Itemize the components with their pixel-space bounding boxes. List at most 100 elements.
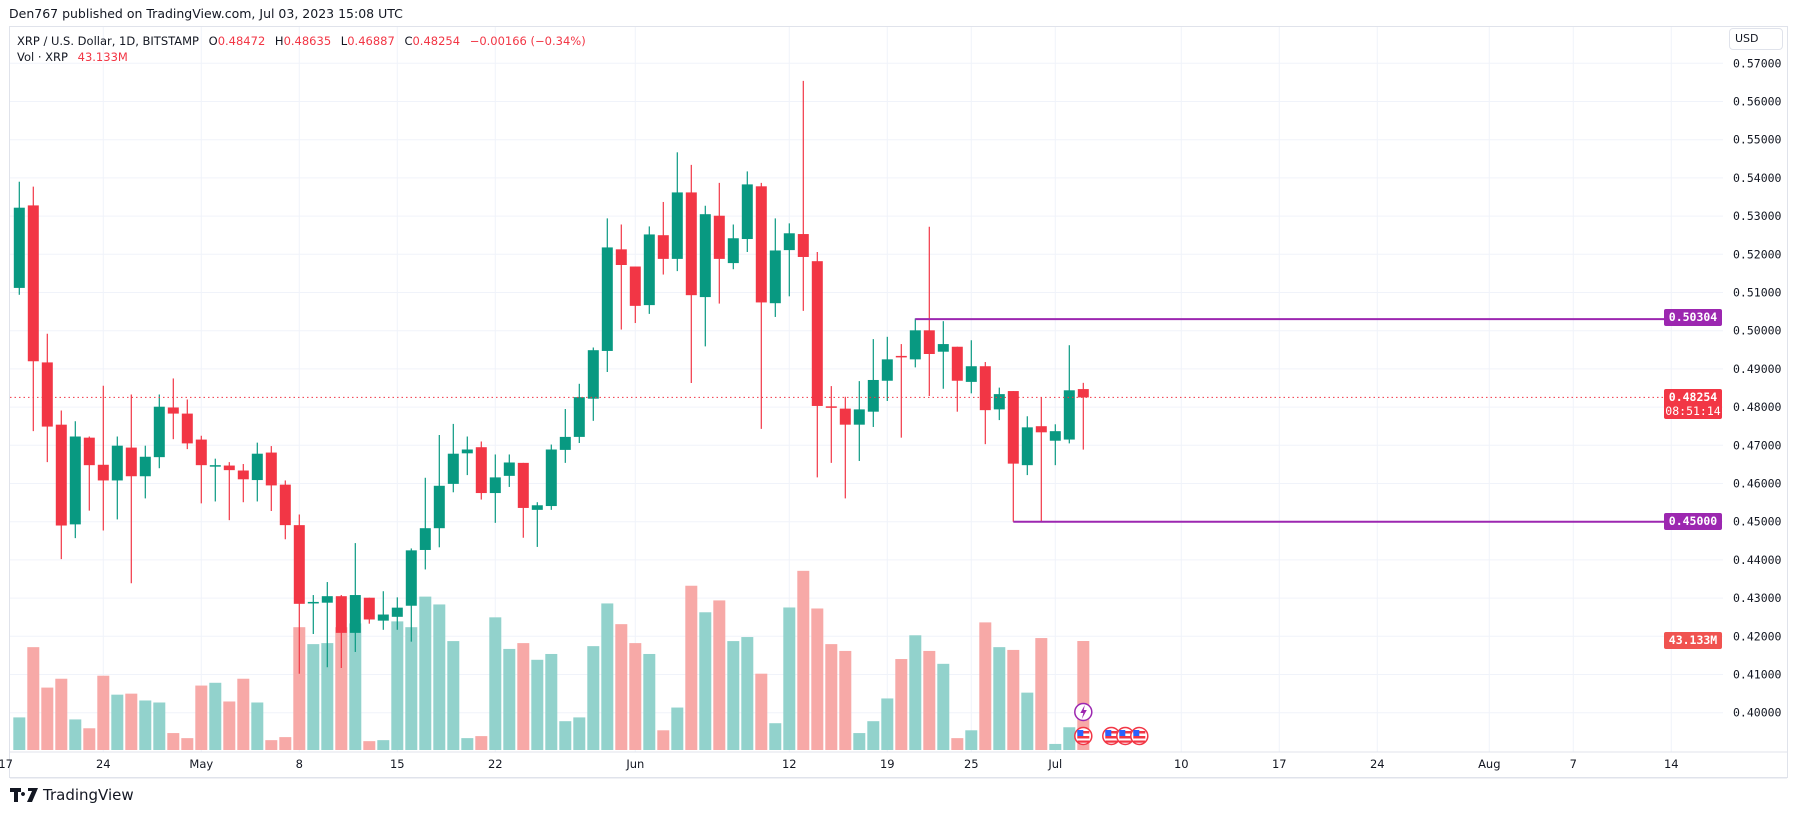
event-markers: [1074, 702, 1149, 746]
volume-bar: [139, 700, 152, 750]
candle-body: [755, 186, 767, 303]
candle-body: [181, 413, 193, 444]
candle-body: [839, 408, 851, 425]
candle-body: [265, 452, 277, 486]
volume-bar: [615, 624, 628, 750]
flag-canton: [1105, 730, 1112, 736]
candle-body: [55, 424, 67, 526]
volume-bar: [1049, 743, 1062, 750]
candle-body: [727, 238, 739, 264]
time-tick-label: 10: [1174, 757, 1189, 771]
volume-bar: [167, 733, 180, 750]
volume-bar: [475, 736, 488, 750]
candle-body: [699, 214, 711, 298]
volume-bar: [69, 719, 82, 750]
price-tick-label: 0.40000: [1733, 706, 1782, 720]
volume-bar: [153, 702, 166, 750]
candle-body: [783, 233, 795, 251]
price-tick-label: 0.43000: [1733, 591, 1782, 605]
candle-body: [447, 453, 459, 484]
publish-info: Den767 published on TradingView.com, Jul…: [9, 6, 403, 21]
candle-body: [615, 249, 627, 265]
volume-bar: [1007, 649, 1020, 750]
flag-stripe: [1105, 736, 1118, 739]
chart-legend: XRP / U.S. Dollar, 1D, BITSTAMP O0.48472…: [17, 33, 586, 65]
candle-body: [125, 447, 137, 477]
flag-stripe: [1105, 740, 1118, 743]
candle-body: [363, 597, 375, 620]
volume-bar: [377, 740, 390, 750]
time-tick-label: 12: [782, 757, 797, 771]
volume-bar: [825, 644, 838, 750]
candle-body: [167, 407, 179, 414]
volume-bar: [363, 741, 376, 750]
volume-bar: [1077, 641, 1090, 750]
flag-canton: [1119, 730, 1126, 736]
candle-body: [307, 601, 319, 604]
currency-button[interactable]: USD: [1729, 28, 1783, 50]
volume-bar: [517, 643, 530, 750]
candle-body: [643, 234, 655, 306]
support-price-badge: 0.45000: [1664, 513, 1722, 530]
price-tick-label: 0.55000: [1733, 133, 1782, 147]
volume-bars: [13, 570, 1090, 750]
candle-body: [335, 596, 347, 633]
volume-bar: [559, 721, 572, 750]
candle-body: [293, 525, 305, 604]
candle-body: [825, 406, 837, 408]
candle-body: [1077, 389, 1089, 398]
candle-body: [671, 192, 683, 259]
candle-body: [321, 596, 333, 603]
candle-body: [545, 449, 557, 507]
price-tick-label: 0.46000: [1733, 477, 1782, 491]
volume-bar: [545, 653, 558, 750]
candle-body: [461, 449, 473, 454]
high-label: H: [274, 34, 284, 48]
candle-body: [237, 470, 249, 480]
tradingview-logo[interactable]: TradingView: [10, 786, 134, 804]
close-label: C: [404, 34, 413, 48]
tradingview-logo-icon: [10, 788, 38, 802]
volume-bar: [209, 682, 222, 750]
volume-bar: [965, 730, 978, 750]
volume-bar: [797, 570, 810, 750]
candle-body: [559, 436, 571, 450]
flag-stripe: [1133, 740, 1146, 743]
volume-bar: [951, 738, 964, 750]
volume-bar: [307, 644, 320, 750]
time-tick-label: Jul: [1047, 757, 1062, 771]
volume-bar: [657, 730, 670, 750]
candle-body: [811, 261, 823, 406]
resistance-price-badge: 0.50304: [1664, 309, 1722, 326]
flag-stripe: [1077, 736, 1090, 739]
candle-body: [979, 366, 991, 411]
volume-bar: [937, 663, 950, 750]
volume-bar: [265, 740, 278, 750]
volume-legend-label[interactable]: Vol · XRP: [17, 50, 68, 64]
candles: [13, 80, 1089, 674]
volume-bar: [503, 648, 516, 750]
candle-body: [1021, 427, 1033, 466]
candle-body: [279, 484, 291, 526]
candle-body: [713, 215, 725, 259]
symbol-title[interactable]: XRP / U.S. Dollar, 1D, BITSTAMP: [17, 34, 199, 48]
candle-body: [377, 614, 389, 621]
time-tick-label: Jun: [625, 757, 644, 771]
volume-bar: [923, 650, 936, 750]
volume-bar: [83, 728, 96, 750]
volume-bar: [349, 623, 362, 750]
volume-bar: [293, 627, 306, 750]
volume-bar: [727, 641, 740, 750]
us-flag-icon: [1074, 726, 1093, 746]
candle-body: [69, 436, 81, 525]
time-tick-label: 15: [390, 757, 405, 771]
price-tick-label: 0.56000: [1733, 95, 1782, 109]
volume-bar: [769, 723, 782, 750]
candle-body: [923, 330, 935, 355]
candle-body: [951, 346, 963, 381]
time-tick-label: 7: [1570, 757, 1577, 771]
candle-body: [1007, 391, 1019, 464]
candle-body: [531, 505, 543, 510]
candle-body: [937, 344, 949, 352]
